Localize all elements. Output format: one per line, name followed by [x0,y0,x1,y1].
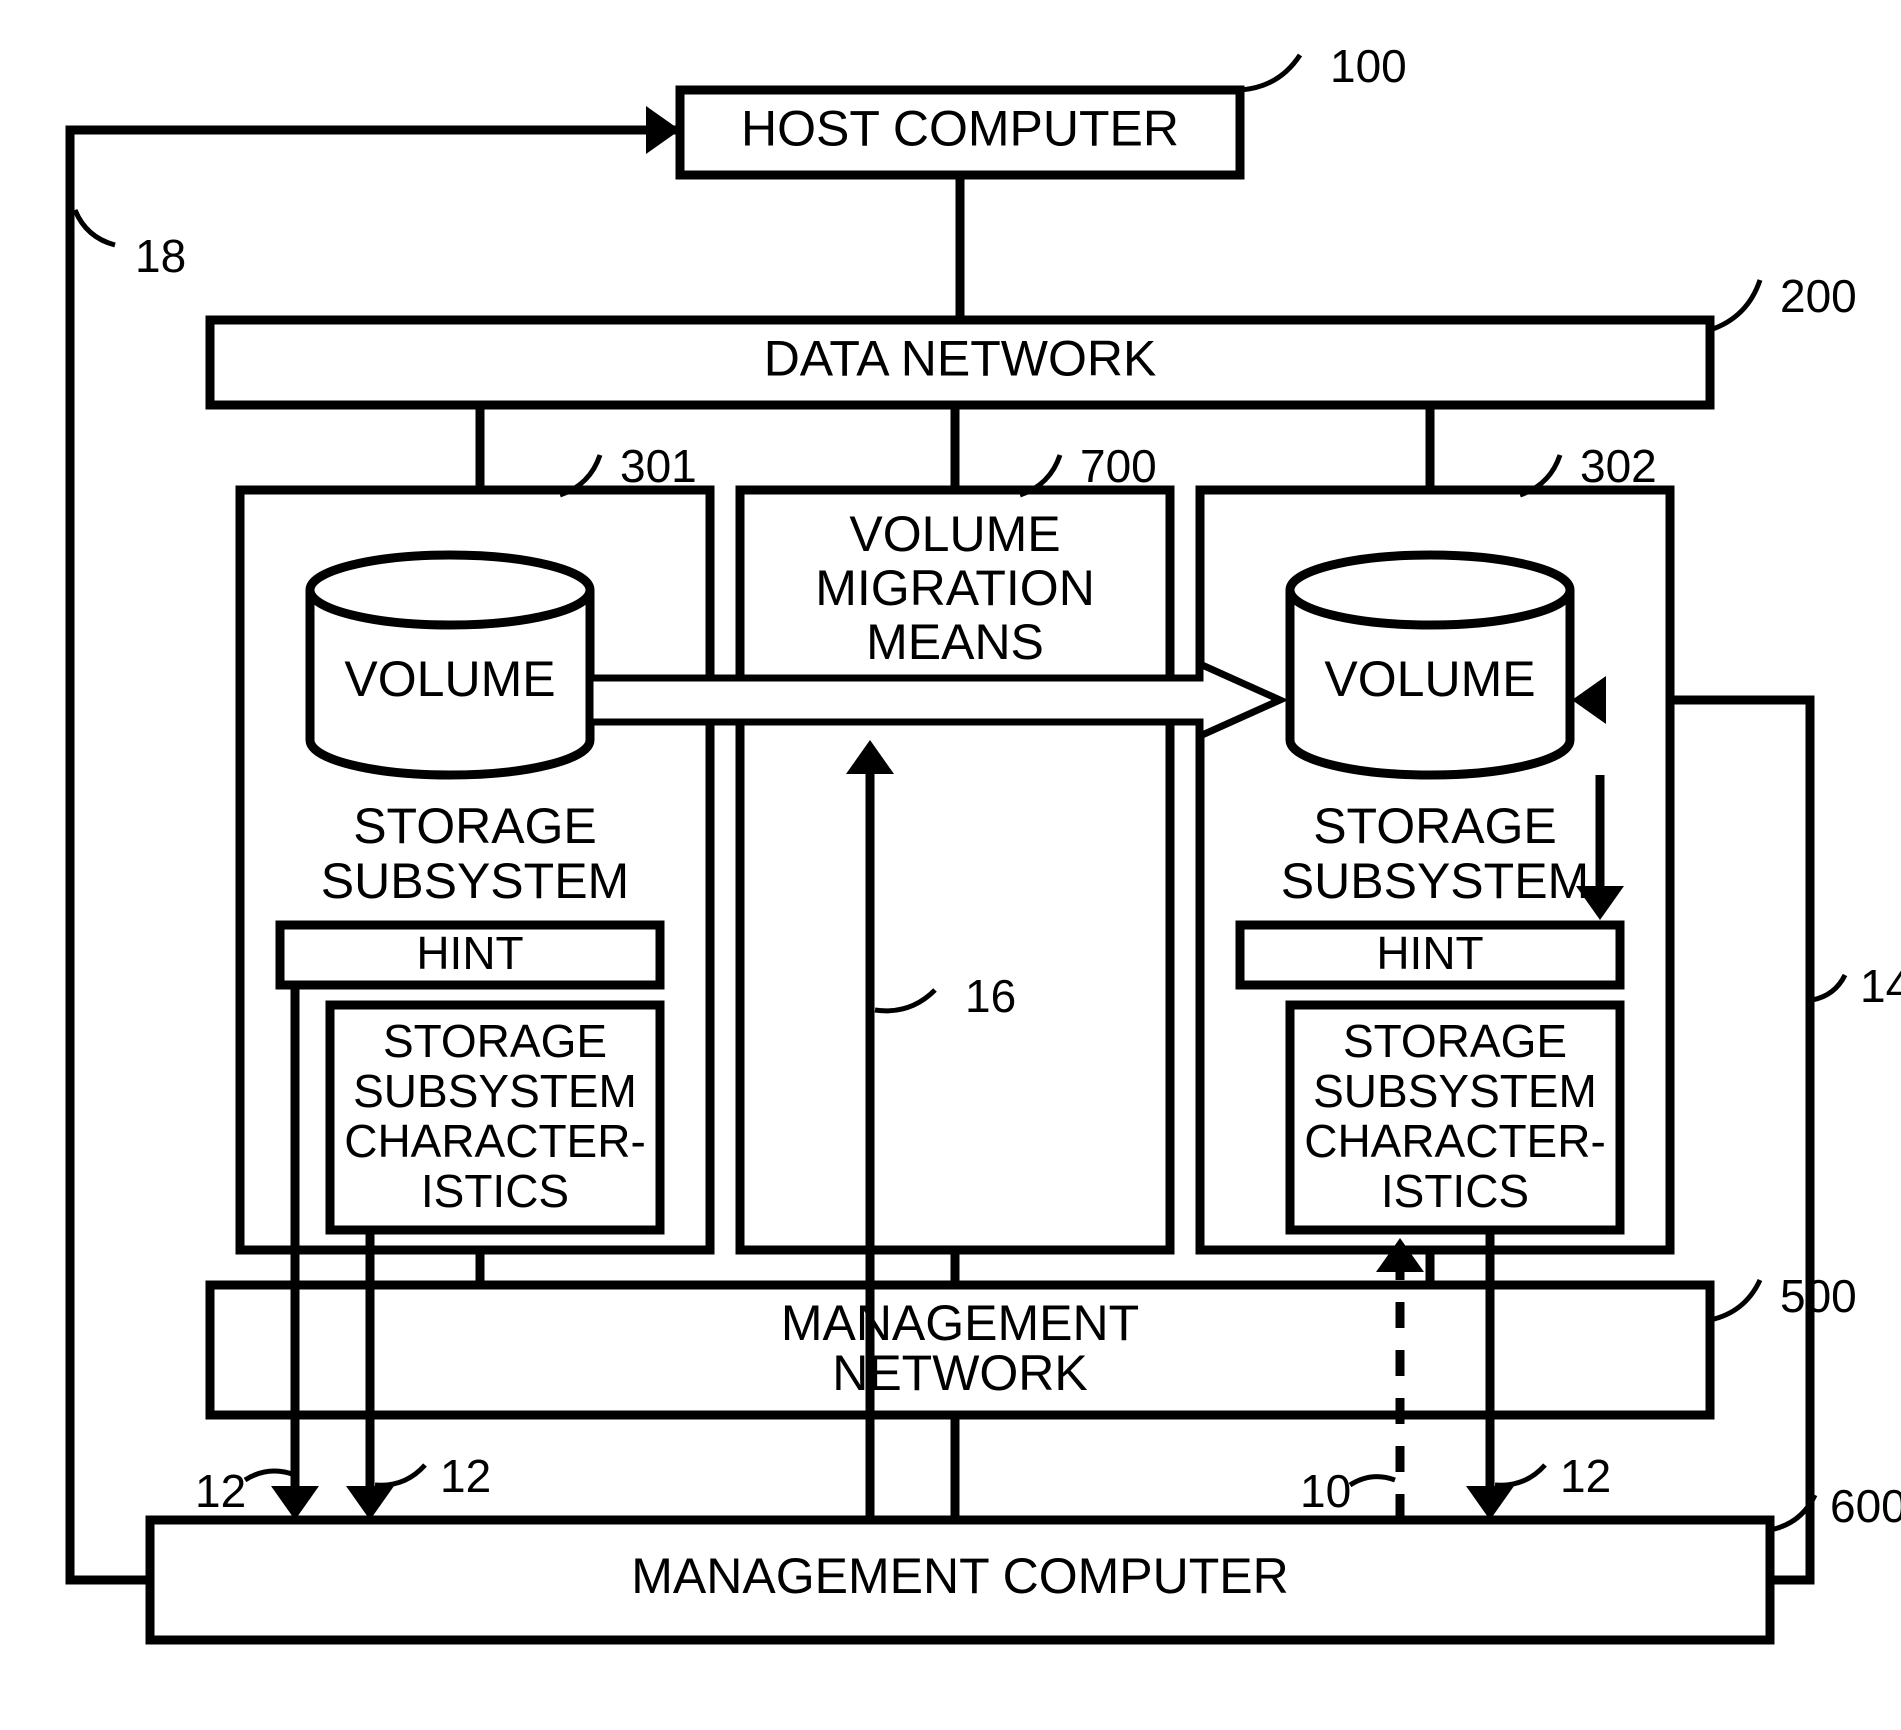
callout-leader-c500 [1710,1280,1760,1320]
vol-right-label: VOLUME [1324,651,1535,707]
ssr-label-1: STORAGE [1313,798,1557,854]
callout-leader-c10 [1350,1477,1395,1485]
char-r-3: CHARACTER- [1304,1115,1606,1167]
vmm-label-1: VOLUME [849,506,1060,562]
callout-c301: 301 [620,440,697,492]
ssr-label-2: SUBSYSTEM [1281,853,1589,909]
callout-leader-c100 [1240,55,1300,90]
mgmt-comp-label: MANAGEMENT COMPUTER [631,1548,1288,1604]
host-label: HOST COMPUTER [741,101,1179,157]
callout-c500: 500 [1780,1270,1857,1322]
callout-leader-c14 [1812,975,1845,1000]
arrowhead [346,1486,394,1520]
hint-r-label: HINT [1376,927,1483,979]
callout-c700: 700 [1080,440,1157,492]
callout-leader-c12c [1495,1465,1545,1485]
callout-c200: 200 [1780,270,1857,322]
arrowhead [646,106,680,154]
callout-c12c: 12 [1560,1450,1611,1502]
ssl-label-1: STORAGE [353,798,597,854]
char-r-2: SUBSYSTEM [1313,1065,1597,1117]
vmm-label-3: MEANS [866,614,1044,670]
arrowhead [1466,1486,1514,1520]
callout-c14: 14 [1860,960,1901,1012]
char-l-4: ISTICS [421,1165,569,1217]
data-net-label: DATA NETWORK [764,331,1157,387]
callout-leader-c12b [375,1465,425,1485]
callout-c100: 100 [1330,40,1407,92]
vol-left-label: VOLUME [344,651,555,707]
callout-c18: 18 [135,230,186,282]
callout-c16: 16 [965,970,1016,1022]
migration-open-arrow [590,664,1280,736]
callout-leader-c12a [245,1471,295,1480]
callout-leader-c18 [75,210,115,245]
char-r-4: ISTICS [1381,1165,1529,1217]
mgmt-net-label-2: NETWORK [832,1345,1088,1401]
volume-cyl-right-top [1290,555,1570,625]
char-l-1: STORAGE [383,1015,607,1067]
callout-c12a: 12 [195,1465,246,1517]
arrowhead [271,1486,319,1520]
callout-c10: 10 [1300,1465,1351,1517]
callout-leader-c200 [1710,280,1760,330]
char-r-1: STORAGE [1343,1015,1567,1067]
callout-c12b: 12 [440,1450,491,1502]
volume-cyl-left-top [310,555,590,625]
callout-c600: 600 [1830,1480,1901,1532]
hint-l-label: HINT [416,927,523,979]
char-l-2: SUBSYSTEM [353,1065,637,1117]
ssl-label-2: SUBSYSTEM [321,853,629,909]
char-l-3: CHARACTER- [344,1115,646,1167]
vmm-label-2: MIGRATION [815,560,1095,616]
callout-c302: 302 [1580,440,1657,492]
mgmt-net-label-1: MANAGEMENT [781,1295,1139,1351]
